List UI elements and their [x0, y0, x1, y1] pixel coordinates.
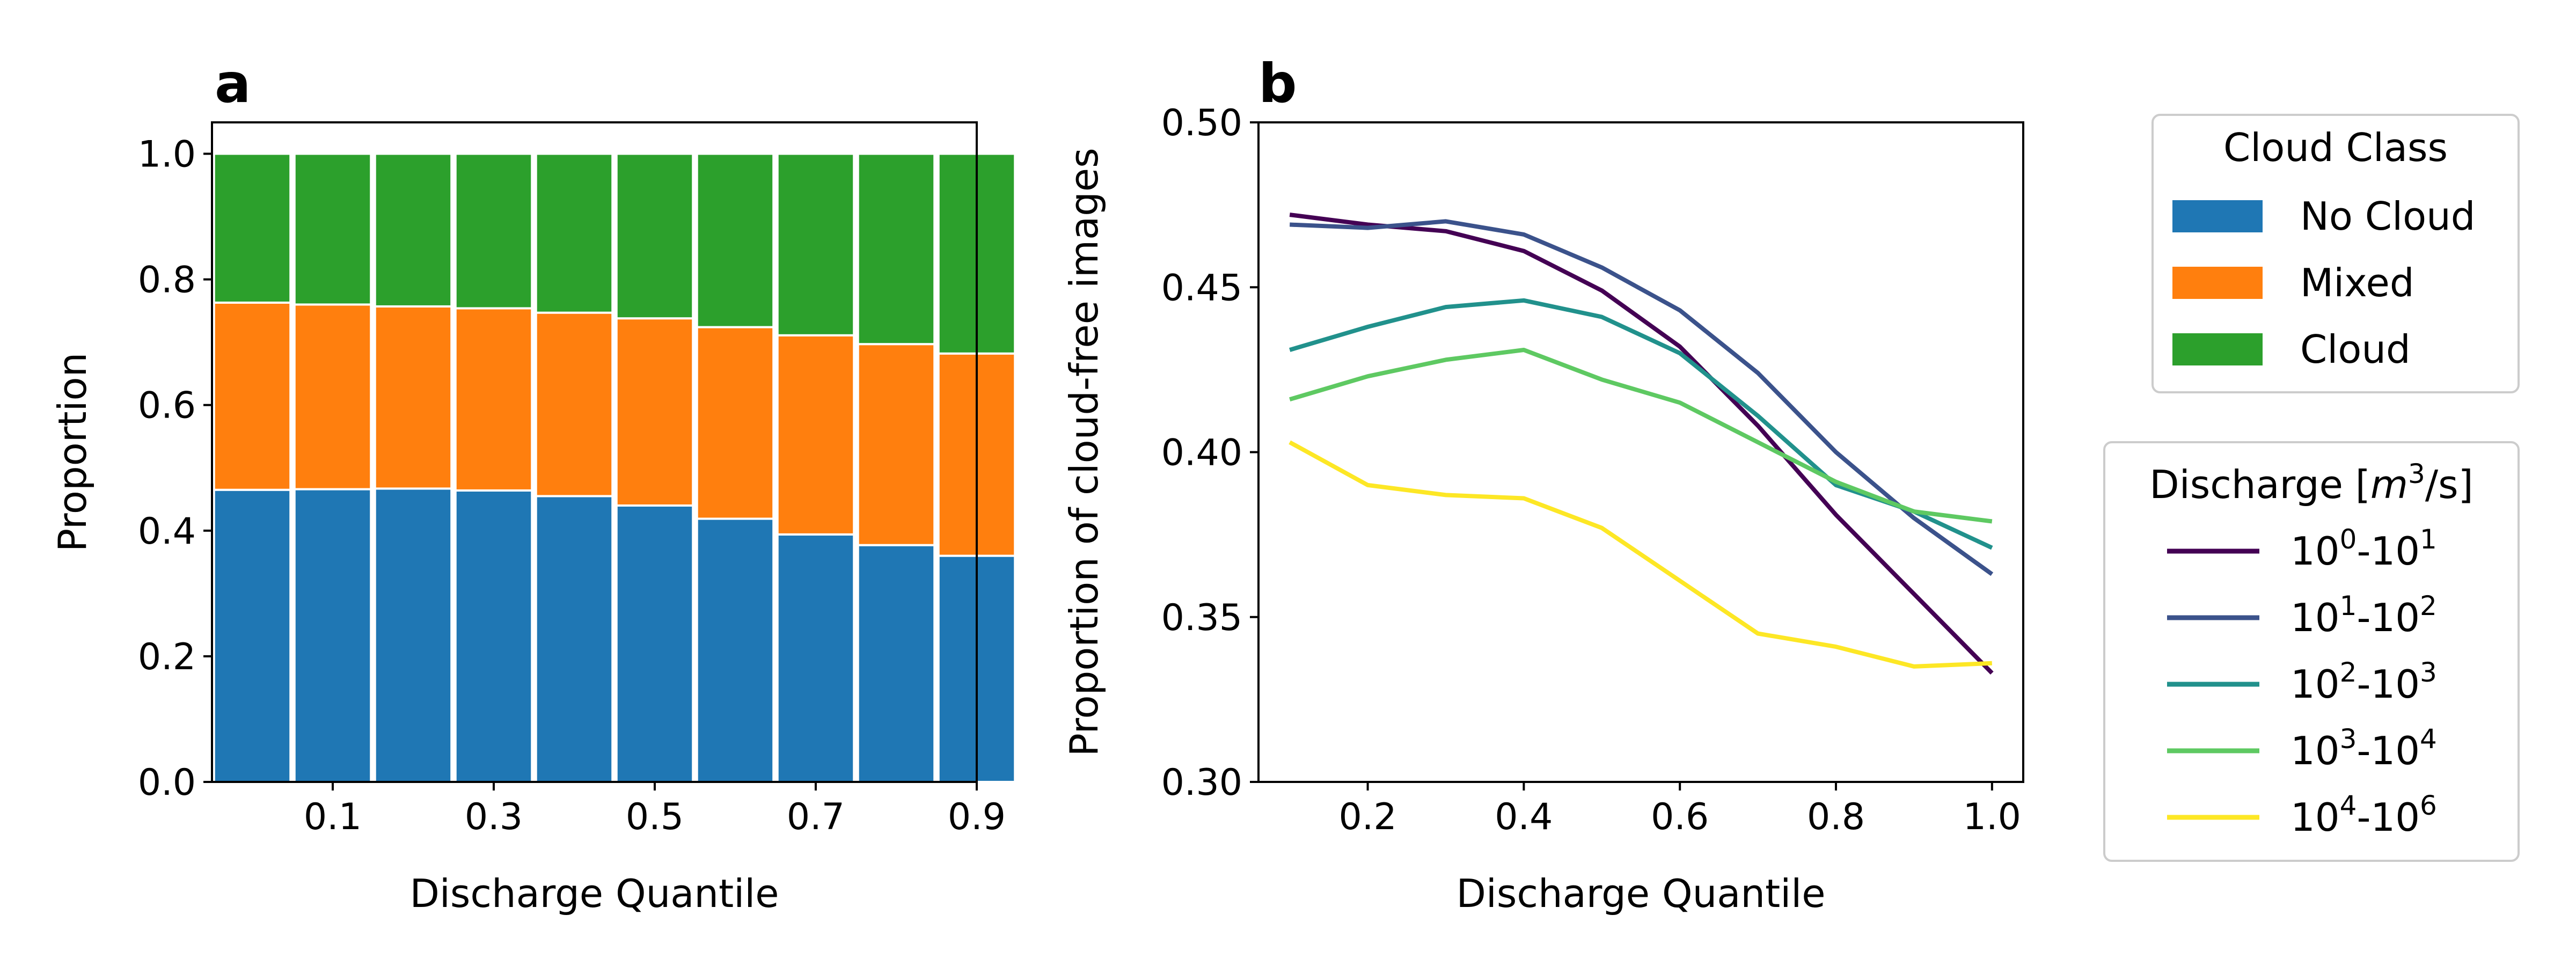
panel-b-lines — [1289, 213, 1994, 675]
bar-segment-cloud-2 — [374, 152, 453, 308]
panel-a-label: a — [215, 52, 251, 115]
panel-a-y-tick-label: 0.6 — [138, 385, 196, 427]
bar-segment-cloud-4 — [535, 152, 614, 314]
bar-segment-cloud-5 — [615, 152, 694, 320]
legend-label-mixed: Mixed — [2300, 260, 2414, 305]
legend-cloud-class-frame — [2151, 114, 2520, 393]
legend-discharge-label-4: 104-106 — [2290, 790, 2437, 840]
bar-segment-mixed-0 — [213, 301, 292, 491]
panel-a-y-tick-label: 0.4 — [138, 510, 196, 553]
panel-b: b 0.30 0.35 0.40 0.45 0.50 0.2 0.4 0.6 0.8 1.0 Di… — [1062, 52, 2024, 916]
line-series-0 — [1289, 213, 1994, 675]
bar-segment-no-cloud-8 — [857, 544, 936, 783]
panel-b-y-tick-label: 0.45 — [1161, 267, 1242, 309]
bar-segment-mixed-5 — [615, 317, 694, 507]
bar-segment-no-cloud-3 — [454, 489, 533, 783]
bar-segment-mixed-8 — [857, 343, 936, 546]
legend-discharge: Discharge [m3/s] 100-101101-102102-10310… — [2103, 441, 2520, 862]
bar-segment-cloud-3 — [454, 152, 533, 310]
bar-segment-cloud-8 — [857, 152, 936, 346]
panel-b-label: b — [1258, 52, 1297, 115]
bar-segment-mixed-3 — [454, 307, 533, 492]
panel-a-y-axis-label: Proportion — [50, 353, 95, 552]
panel-b-x-tick-label: 0.6 — [1651, 796, 1709, 838]
bar-segment-no-cloud-0 — [213, 488, 292, 783]
legend-cloud-class-items: No Cloud Mixed Cloud — [2172, 194, 2475, 372]
panel-a-x-tick-label: 0.9 — [948, 796, 1006, 838]
bar-segment-no-cloud-5 — [615, 504, 694, 783]
bar-segment-mixed-1 — [293, 303, 372, 491]
panel-a-x-tick-label: 0.5 — [626, 796, 684, 838]
legend-discharge-title-var: m — [2370, 462, 2408, 507]
line-series-1 — [1290, 219, 1994, 576]
bar-segment-cloud-1 — [293, 152, 372, 306]
panel-b-y-tick-label: 0.50 — [1161, 102, 1242, 144]
panel-b-axes: 0.30 0.35 0.40 0.45 0.50 0.2 0.4 0.6 0.8 1.0 — [1161, 102, 2024, 838]
legend-discharge-items: 100-101 101-102 102-103 103-104 104-106 — [2167, 524, 2437, 840]
bar-segment-cloud-6 — [696, 152, 775, 328]
bar-segment-no-cloud-1 — [293, 488, 372, 783]
legend-discharge-title-prefix: Discharge [ — [2149, 462, 2370, 507]
legend-label-no-cloud: No Cloud — [2300, 194, 2475, 239]
legend-discharge-frame — [2103, 441, 2520, 862]
legend-cloud-class: Cloud Class No Cloud Mixed Cloud — [2151, 114, 2520, 393]
legend-discharge-title: Discharge [m3/s] — [2149, 458, 2473, 507]
legend-discharge-label-3: 103-104 — [2290, 723, 2437, 773]
legend-discharge-title-exp: 3 — [2408, 458, 2425, 489]
line-series-4 — [1289, 440, 1992, 669]
legend-discharge-title-suffix: /s] — [2425, 462, 2473, 507]
bar-segment-no-cloud-6 — [696, 517, 775, 784]
bar-segment-mixed-7 — [776, 334, 855, 536]
panel-b-x-axis-label: Discharge Quantile — [1456, 871, 1825, 916]
panel-a-bars — [213, 152, 1016, 784]
panel-b-x-tick-label: 0.4 — [1495, 796, 1553, 838]
bar-segment-mixed-6 — [696, 326, 775, 520]
panel-b-y-axis-label: Proportion of cloud-free images — [1062, 148, 1107, 756]
legend-swatch-cloud — [2172, 333, 2263, 365]
panel-a-y-tick-label: 0.2 — [138, 636, 196, 678]
panel-b-x-tick-label: 0.8 — [1807, 796, 1865, 838]
panel-a-x-tick-label: 0.3 — [465, 796, 523, 838]
panel-a-axes: 0.0 0.2 0.4 0.6 0.8 1.0 0.1 0.3 0.5 0.7 0.9 — [138, 121, 1006, 838]
legend-label-cloud: Cloud — [2300, 327, 2411, 372]
legend-swatch-no-cloud — [2172, 200, 2263, 232]
panel-a-x-tick-label: 0.1 — [304, 796, 362, 838]
legend-cloud-class-title: Cloud Class — [2223, 125, 2448, 170]
panel-a-frame — [211, 121, 978, 783]
panel-a-y-tick-label: 0.0 — [138, 762, 196, 804]
panel-a-x-axis-label: Discharge Quantile — [409, 871, 779, 916]
line-series-3 — [1289, 348, 1993, 524]
bar-segment-cloud-7 — [776, 152, 855, 336]
legend-discharge-label-0: 100-101 — [2290, 524, 2437, 574]
panel-b-y-tick-label: 0.35 — [1161, 597, 1242, 639]
panel-a-y-tick-label: 0.8 — [138, 259, 196, 302]
panel-b-y-tick-label: 0.30 — [1161, 762, 1242, 804]
panel-a: a 0.0 0.2 0.4 0.6 0.8 1.0 0.1 0.3 0.5 0.7 0.9 Disc… — [50, 52, 1016, 916]
panel-b-y-tick-label: 0.40 — [1161, 432, 1242, 474]
panel-b-x-tick-label: 0.2 — [1338, 796, 1396, 838]
bar-segment-no-cloud-7 — [776, 533, 855, 784]
bar-segment-no-cloud-2 — [374, 487, 453, 783]
legend-discharge-label-2: 102-103 — [2290, 657, 2437, 707]
bar-segment-mixed-2 — [374, 305, 453, 490]
bar-segment-cloud-0 — [213, 152, 292, 304]
panel-a-y-tick-label: 1.0 — [138, 134, 196, 176]
legend-swatch-mixed — [2172, 267, 2263, 299]
panel-a-x-tick-label: 0.7 — [787, 796, 845, 838]
bar-segment-mixed-4 — [535, 311, 614, 497]
legend-discharge-label-1: 101-102 — [2290, 590, 2437, 640]
panel-b-x-tick-label: 1.0 — [1963, 796, 2021, 838]
bar-segment-no-cloud-4 — [535, 495, 614, 783]
